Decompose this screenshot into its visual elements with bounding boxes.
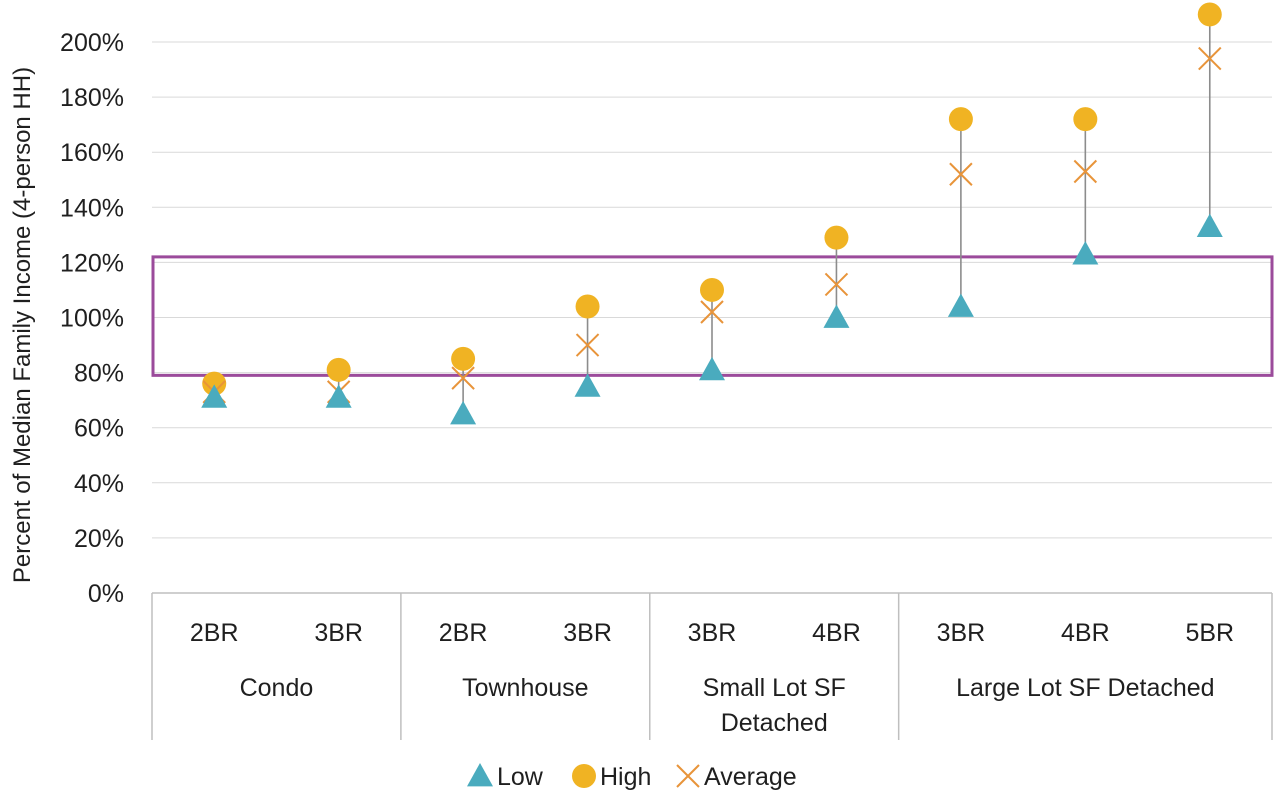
category-label: 3BR	[688, 619, 737, 647]
high-point	[1073, 107, 1097, 131]
data-marks	[201, 2, 1223, 424]
group-label: Large Lot SF Detached	[956, 674, 1215, 702]
category-axis: 2BR 3BR 2BR 3BR 3BR 4BR 3BR 4BR 5BR Condo Townhous…	[152, 593, 1272, 740]
high-point	[700, 278, 724, 302]
legend-average-label: Average	[704, 763, 797, 791]
low-point	[699, 357, 725, 380]
y-tick-label: 40%	[74, 470, 124, 498]
low-point	[948, 293, 974, 316]
low-point	[1197, 214, 1223, 237]
y-tick-label: 80%	[74, 360, 124, 388]
high-point	[1198, 2, 1222, 26]
category-label: 3BR	[937, 619, 986, 647]
y-tick-label: 140%	[60, 194, 124, 222]
high-point	[451, 347, 475, 371]
group-label: Townhouse	[462, 674, 588, 702]
category-label: 2BR	[190, 619, 239, 647]
low-point	[1072, 241, 1098, 264]
low-point	[326, 384, 352, 407]
category-label: 3BR	[563, 619, 612, 647]
high-point	[327, 358, 351, 382]
category-label: 4BR	[812, 619, 861, 647]
category-label: 5BR	[1185, 619, 1234, 647]
low-point	[575, 373, 601, 396]
high-point	[824, 226, 848, 250]
legend-low-marker	[467, 763, 493, 786]
y-tick-label: 20%	[74, 525, 124, 553]
legend-high-label: High	[600, 763, 651, 791]
low-point	[450, 401, 476, 424]
y-tick-label: 120%	[60, 249, 124, 277]
legend: Low High Average	[467, 763, 797, 791]
y-tick-label: 160%	[60, 139, 124, 167]
high-point	[576, 294, 600, 318]
y-tick-label: 100%	[60, 305, 124, 333]
y-tick-label: 0%	[88, 580, 124, 608]
y-tick-label: 60%	[74, 415, 124, 443]
legend-low-label: Low	[497, 763, 544, 791]
y-axis-label: Percent of Median Family Income (4-perso…	[9, 67, 36, 583]
y-tick-label: 180%	[60, 84, 124, 112]
legend-high-marker	[572, 764, 596, 788]
legend-average-marker	[677, 765, 699, 787]
group-label: Condo	[240, 674, 314, 702]
group-label: Detached	[721, 709, 828, 737]
y-axis-ticks: 0% 20% 40% 60% 80% 100% 120% 140% 160% 180% 200%	[60, 29, 124, 608]
range-lines	[214, 14, 1210, 413]
y-tick-label: 200%	[60, 29, 124, 57]
category-label: 2BR	[439, 619, 488, 647]
high-point	[949, 107, 973, 131]
category-label: 4BR	[1061, 619, 1110, 647]
group-label: Small Lot SF	[703, 674, 846, 702]
category-label: 3BR	[314, 619, 363, 647]
low-point	[823, 305, 849, 328]
